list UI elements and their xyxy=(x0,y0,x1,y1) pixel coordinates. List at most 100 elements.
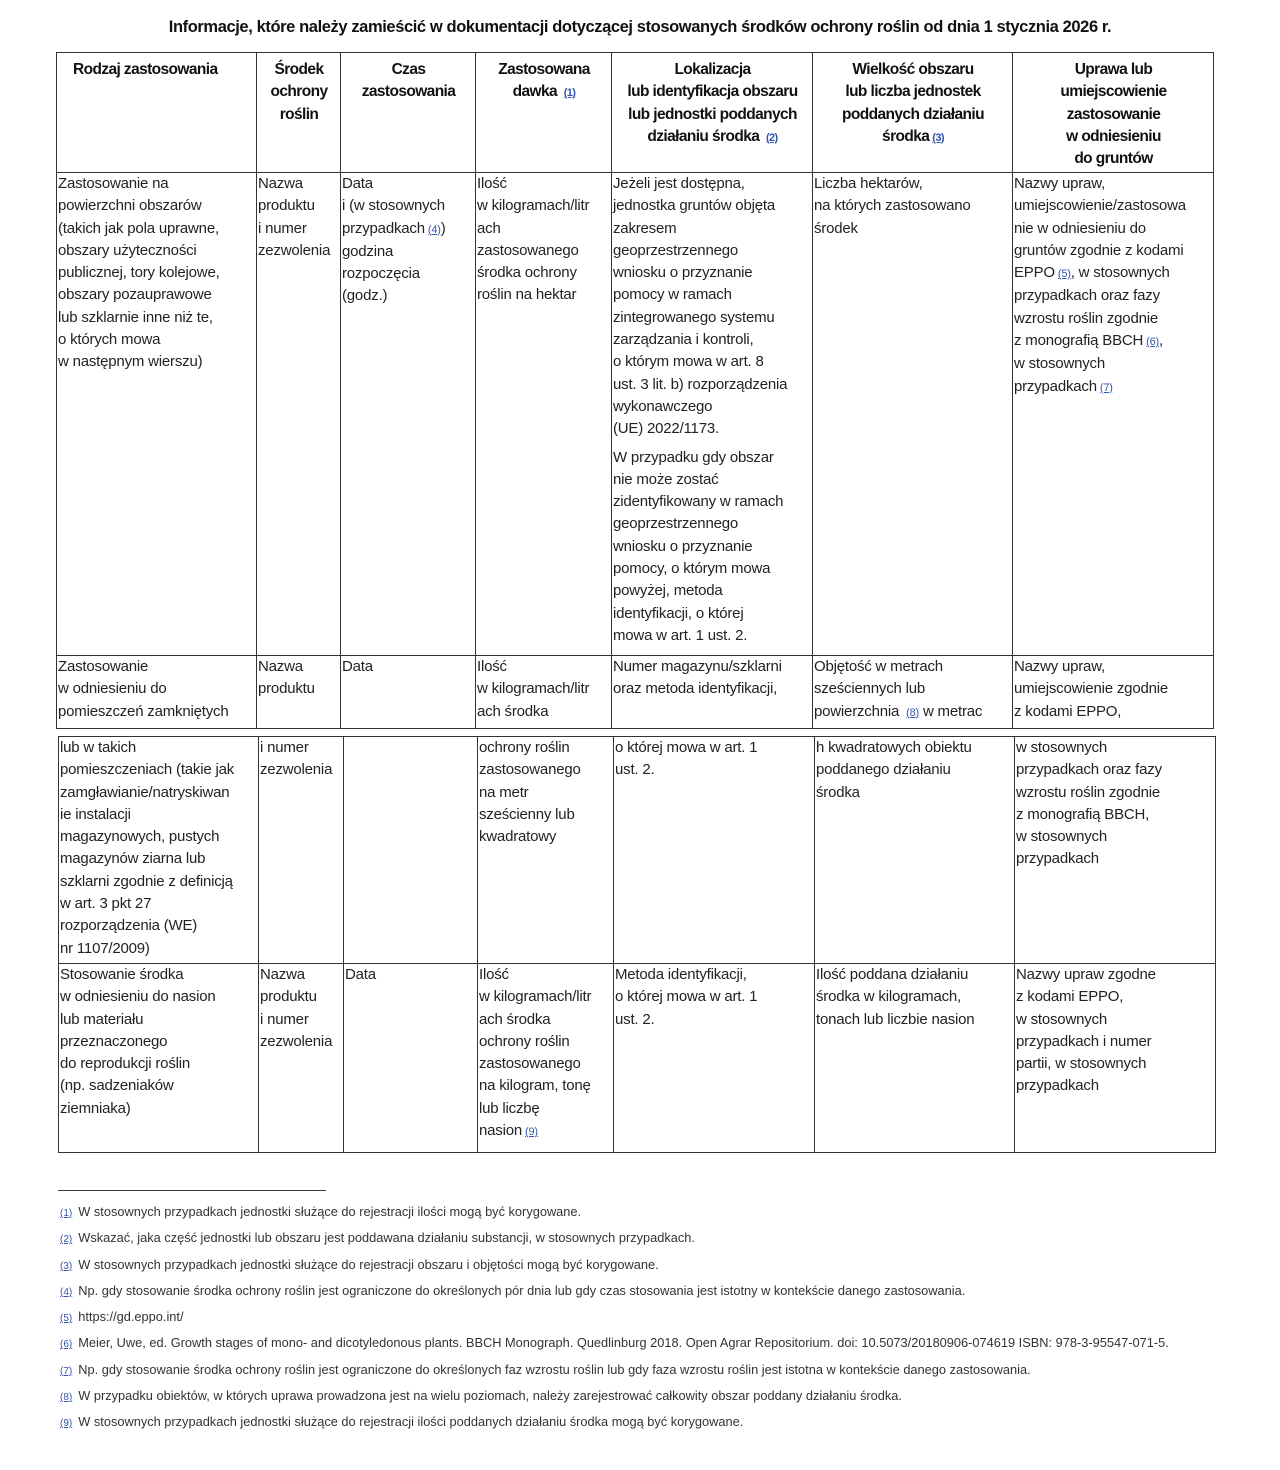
footnote: (7) Np. gdy stosowanie środka ochrony roś… xyxy=(58,1360,1223,1382)
column-header: Rodzaj zastosowania xyxy=(56,52,257,173)
footnote-marker-link[interactable]: (8) xyxy=(60,1392,73,1404)
cell-paragraph: Data xyxy=(342,657,475,679)
footnote-marker-link[interactable]: (3) xyxy=(60,1260,73,1272)
cell-text: Wielkość obszaru lub liczba jednostek po… xyxy=(842,61,984,145)
footnote: (2) Wskazać, jaka część jednostki lub obs… xyxy=(58,1228,1223,1250)
cell-text: Jeżeli jest dostępna, jednostka gruntów … xyxy=(613,175,788,438)
cell-text: Data xyxy=(345,966,376,983)
cell-paragraph: Nazwy upraw, umiejscowienie/zastosowa ni… xyxy=(1014,174,1213,399)
table-cell: Data i (w stosownych przypadkach (4)) god… xyxy=(340,172,476,656)
cell-paragraph: Uprawa lub umiejscowienie zastosowanie w… xyxy=(1014,59,1213,170)
table-cell xyxy=(343,736,478,964)
footnote-ref-link[interactable]: (6) xyxy=(1146,336,1160,349)
table-cell: Zastosowanie w odniesieniu do pomieszcze… xyxy=(56,655,257,729)
cell-paragraph: Zastosowanie w odniesieniu do pomieszcze… xyxy=(58,657,256,723)
table-cell: Nazwa produktu i numer zezwolenia xyxy=(256,172,341,656)
cell-paragraph: Środek ochrony roślin xyxy=(258,59,340,126)
table-cell: lub w takich pomieszczeniach (takie jak … xyxy=(58,736,259,964)
table-cell: Data xyxy=(340,655,476,729)
cell-paragraph: Data xyxy=(345,965,477,987)
cell-paragraph: Czas zastosowania xyxy=(342,59,475,104)
footnote-ref-link[interactable]: (8) xyxy=(906,706,919,719)
footnote: (1) W stosownych przypadkach jednostki sł… xyxy=(58,1202,1223,1224)
footnote-text: W stosownych przypadkach jednostki służą… xyxy=(78,1256,659,1272)
footnote-marker-link[interactable]: (4) xyxy=(60,1286,73,1298)
footnote-separator xyxy=(58,1190,326,1191)
footnote-ref-link[interactable]: (7) xyxy=(1099,381,1113,394)
column-header: Zastosowana dawka (1) xyxy=(475,52,612,173)
cell-paragraph: Ilość w kilogramach/litr ach środka xyxy=(477,657,611,723)
cell-text: o której mowa w art. 1 ust. 2. xyxy=(615,739,758,779)
footnote-text: W stosownych przypadkach jednostki służą… xyxy=(78,1204,582,1219)
cell-text: Ilość w kilogramach/litr ach środka ochr… xyxy=(479,966,592,1140)
cell-paragraph: w stosownych przypadkach oraz fazy wzros… xyxy=(1016,738,1215,871)
cell-text: Czas zastosowania xyxy=(361,61,456,101)
footnote-ref-link[interactable]: (1) xyxy=(563,87,576,100)
column-header: Środek ochrony roślin xyxy=(256,52,341,173)
table-cell: Stosowanie środka w odniesieniu do nasio… xyxy=(58,963,259,1153)
table-cell: ochrony roślin zastosowanego na metr sze… xyxy=(477,736,614,964)
footnotes: (1) W stosownych przypadkach jednostki sł… xyxy=(58,1202,1223,1439)
cell-text: Ilość poddana działaniu środka w kilogra… xyxy=(816,966,975,1028)
cell-text: Stosowanie środka w odniesieniu do nasio… xyxy=(60,966,216,1117)
cell-text: Nazwa produktu i numer zezwolenia xyxy=(260,966,333,1050)
table-cell: Nazwa produktu xyxy=(256,655,341,729)
footnote-ref-link[interactable]: (4) xyxy=(427,223,441,236)
table-cell: Liczba hektarów, na których zastosowano … xyxy=(812,172,1013,656)
cell-text: Środek ochrony roślin xyxy=(270,61,329,123)
footnote-ref-link[interactable]: (5) xyxy=(1057,268,1071,281)
cell-text: Rodzaj zastosowania xyxy=(73,61,218,78)
footnote-text: Np. gdy stosowanie środka ochrony roślin… xyxy=(78,1282,966,1298)
cell-paragraph: Rodzaj zastosowania xyxy=(73,59,256,81)
footnote: (5) https://gd.eppo.int/ xyxy=(58,1307,1223,1329)
column-header: Wielkość obszaru lub liczba jednostek po… xyxy=(812,52,1013,173)
table-cell: i numer zezwolenia xyxy=(258,736,344,964)
cell-paragraph: ochrony roślin zastosowanego na metr sze… xyxy=(479,738,613,849)
footnote-text: https://gd.eppo.int/ xyxy=(78,1309,184,1325)
cell-text: W przypadku gdy obszar nie może zostać z… xyxy=(613,448,784,644)
cell-paragraph: Nazwa produktu i numer zezwolenia xyxy=(260,965,343,1054)
footnote-marker-link[interactable]: (6) xyxy=(60,1339,73,1351)
cell-text: , w stosownych przypadkach xyxy=(1014,332,1163,395)
cell-text: Zastosowanie w odniesieniu do pomieszcze… xyxy=(58,658,229,720)
cell-text: Lokalizacja lub identyfikacja obszaru lu… xyxy=(627,61,798,145)
table-cell: Nazwa produktu i numer zezwolenia xyxy=(258,963,344,1153)
footnote-ref-link[interactable]: (2) xyxy=(765,131,778,144)
table-cell: w stosownych przypadkach oraz fazy wzros… xyxy=(1014,736,1216,964)
cell-text: h kwadratowych obiektu poddanego działan… xyxy=(816,739,972,801)
table-cell: Numer magazynu/szklarni oraz metoda iden… xyxy=(611,655,813,729)
cell-text: lub w takich pomieszczeniach (takie jak … xyxy=(60,739,235,957)
cell-paragraph: Nazwy upraw, umiejscowienie zgodnie z ko… xyxy=(1014,657,1213,723)
table-cell: Nazwy upraw, umiejscowienie zgodnie z ko… xyxy=(1012,655,1214,729)
cell-text: Nazwy upraw, umiejscowienie zgodnie z ko… xyxy=(1014,658,1169,720)
table-cell: Objętość w metrach sześciennych lub powi… xyxy=(812,655,1013,729)
cell-paragraph: W przypadku gdy obszar nie może zostać z… xyxy=(613,447,812,648)
cell-paragraph: Ilość poddana działaniu środka w kilogra… xyxy=(816,965,1014,1031)
cell-text: Data i (w stosownych przypadkach xyxy=(342,175,445,237)
footnote-marker-link[interactable]: (1) xyxy=(60,1208,73,1219)
cell-text: Zastosowana dawka xyxy=(498,61,590,101)
footnote-text: W stosownych przypadkach jednostki służą… xyxy=(78,1414,744,1430)
footnote: (8) W przypadku obiektów, w których upraw… xyxy=(58,1386,1223,1408)
table-cell: Ilość poddana działaniu środka w kilogra… xyxy=(814,963,1015,1153)
footnote-ref-link[interactable]: (3) xyxy=(932,131,944,144)
cell-text: ochrony roślin zastosowanego na metr sze… xyxy=(479,739,581,846)
table-row: Zastosowanie na powierzchni obszarów (ta… xyxy=(56,172,1214,656)
table-cell: o której mowa w art. 1 ust. 2. xyxy=(613,736,815,964)
table-cell: Metoda identyfikacji, o której mowa w ar… xyxy=(613,963,815,1153)
footnote-text: W przypadku obiektów, w których uprawa p… xyxy=(78,1388,902,1404)
footnote-ref-link[interactable]: (9) xyxy=(525,1126,538,1139)
cell-paragraph: Nazwy upraw zgodne z kodami EPPO, w stos… xyxy=(1016,965,1215,1098)
footnote-text: Wskazać, jaka część jednostki lub obszar… xyxy=(78,1230,695,1246)
cell-paragraph: Metoda identyfikacji, o której mowa w ar… xyxy=(615,965,814,1031)
footnote-marker-link[interactable]: (2) xyxy=(60,1234,73,1246)
footnote-marker-link[interactable]: (7) xyxy=(60,1365,73,1377)
table-cell: Ilość w kilogramach/litr ach środka ochr… xyxy=(477,963,614,1153)
cell-paragraph: Zastosowanie na powierzchni obszarów (ta… xyxy=(58,174,256,374)
footnote-marker-link[interactable]: (5) xyxy=(60,1313,73,1325)
footnote: (6) Meier, Uwe, ed. Growth stages of mono… xyxy=(58,1333,1223,1355)
cell-paragraph: Nazwa produktu i numer zezwolenia xyxy=(258,174,340,263)
footnote-marker-link[interactable]: (9) xyxy=(60,1418,73,1430)
cell-text: i numer zezwolenia xyxy=(260,739,333,779)
cell-paragraph: Jeżeli jest dostępna, jednostka gruntów … xyxy=(613,174,812,441)
